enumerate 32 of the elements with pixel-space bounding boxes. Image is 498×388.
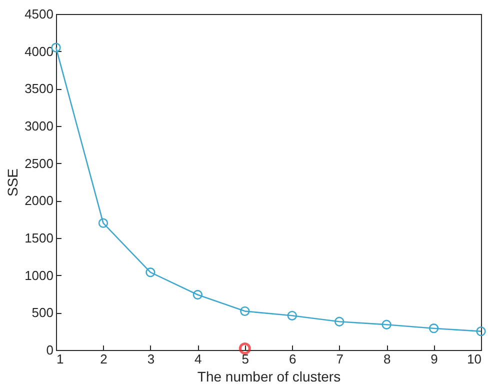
y-tick-label: 3000	[24, 118, 54, 134]
x-axis-title: The number of clusters	[197, 368, 341, 384]
point	[238, 342, 251, 354]
x-tick-label: 4	[194, 352, 202, 366]
point	[146, 268, 156, 278]
y-tick-label: 1500	[24, 230, 54, 246]
x-tick-label: 1	[56, 352, 64, 366]
y-tick-label: 500	[32, 305, 54, 320]
x-tick-label: 10	[467, 352, 482, 366]
point	[98, 218, 108, 228]
point	[192, 290, 202, 300]
y-tick-label: 4500	[24, 6, 54, 22]
y-tick-label: 1000	[24, 268, 54, 283]
point	[382, 320, 392, 330]
x-tick-label: 2	[100, 352, 108, 366]
x-tick-label: 6	[288, 352, 296, 366]
y-tick-label: 4000	[24, 44, 54, 59]
point	[476, 326, 486, 336]
x-tick-label: 7	[336, 352, 344, 366]
x-tick-label: 5	[242, 352, 250, 366]
point	[428, 324, 439, 334]
point	[240, 306, 250, 316]
x-tick-label: 9	[430, 352, 438, 366]
y-axis-title: SSE	[4, 168, 21, 197]
y-tick-label: 2000	[24, 193, 54, 208]
x-tick-label: 3	[147, 352, 155, 366]
x-tick-label: 8	[383, 352, 391, 366]
point	[287, 310, 297, 320]
point	[334, 316, 344, 326]
y-tick-label: 2500	[24, 156, 54, 171]
y-tick-label: 3500	[24, 81, 54, 96]
y-tick-label: 0	[46, 342, 54, 358]
